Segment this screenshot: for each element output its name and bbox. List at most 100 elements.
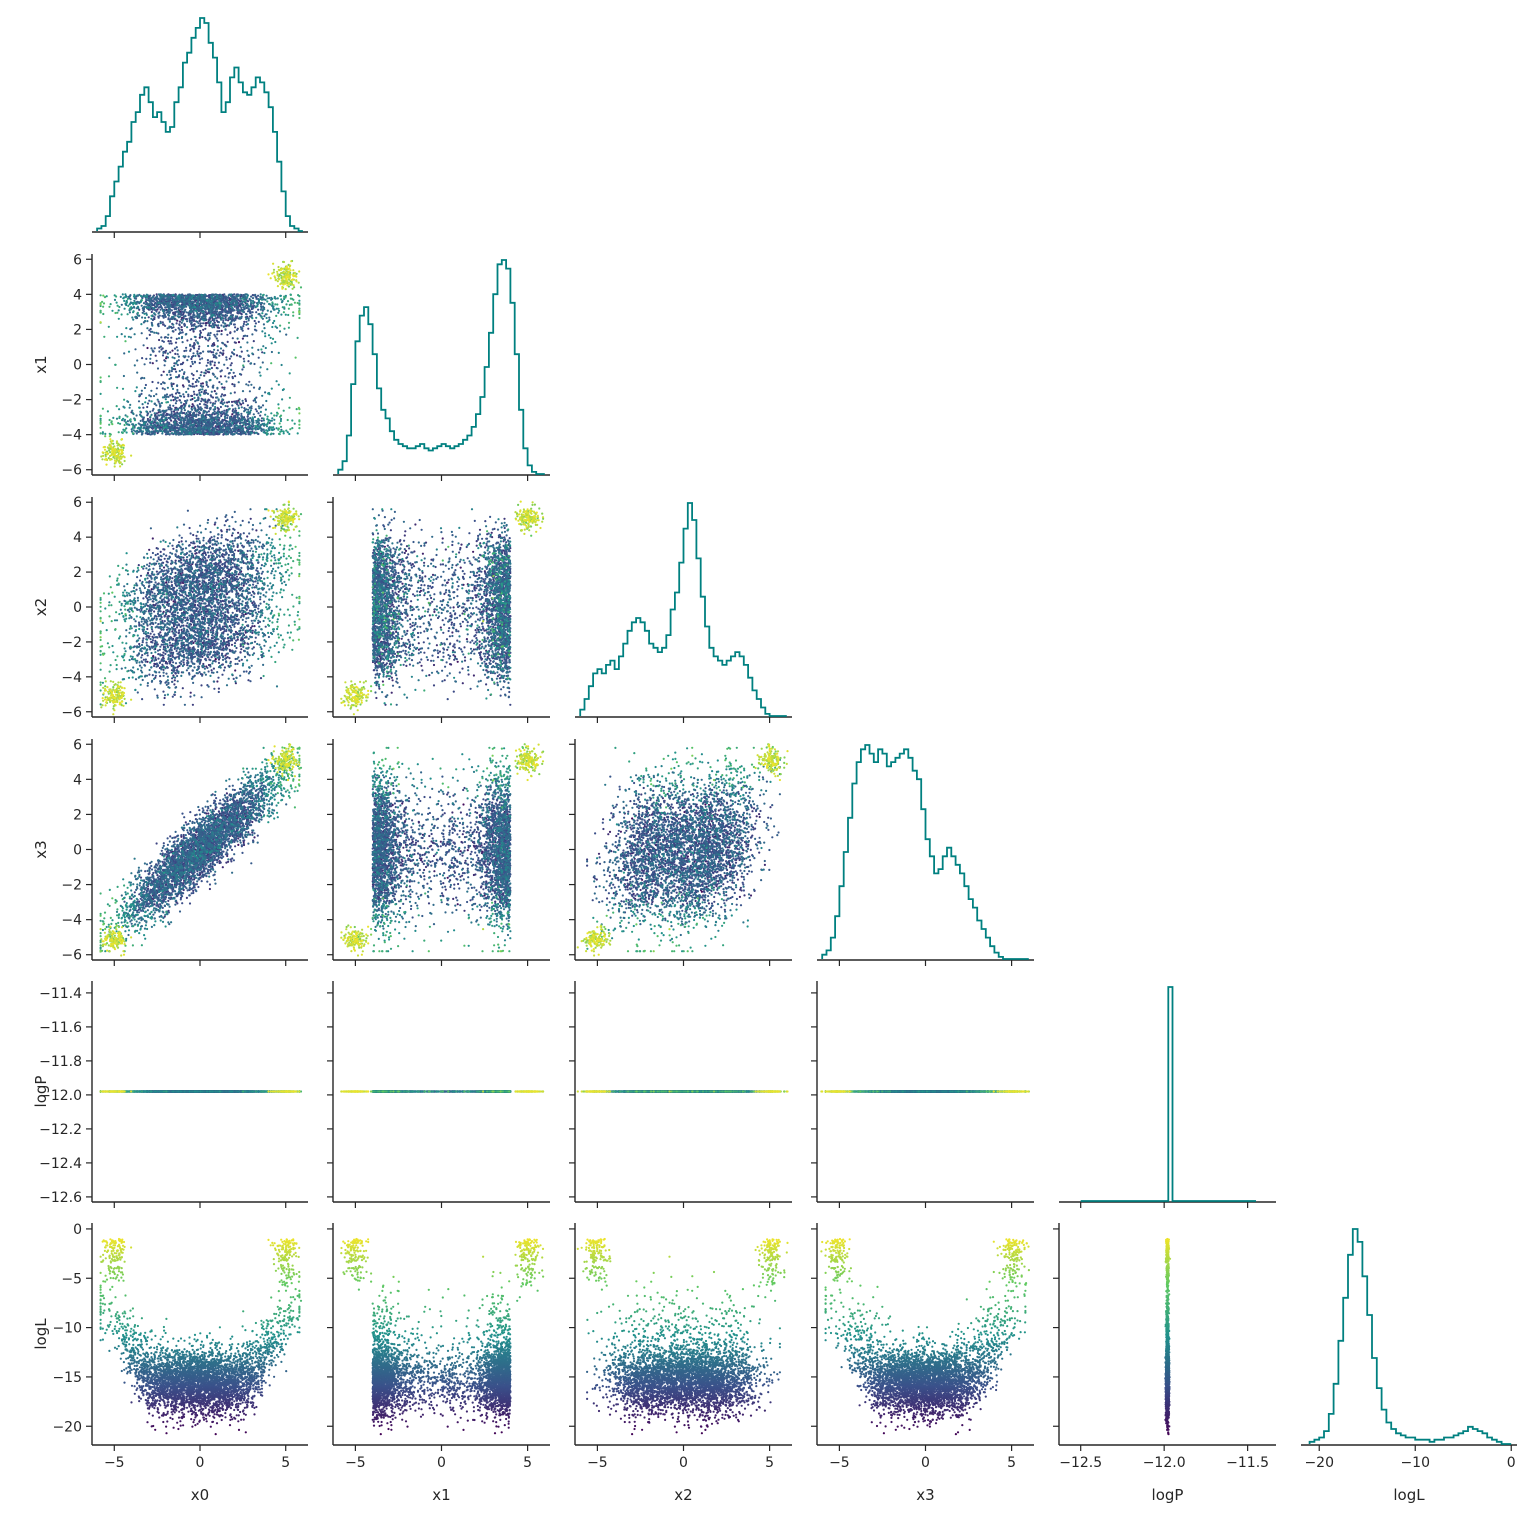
scatter-point [244, 426, 246, 428]
scatter-point [172, 396, 174, 398]
scatter-point [203, 375, 205, 377]
scatter-point [255, 408, 257, 410]
scatter-point [236, 354, 238, 356]
scatter-point [171, 394, 173, 396]
scatter-point [191, 356, 193, 358]
scatter-point [220, 375, 222, 377]
scatter-point [218, 327, 220, 329]
scatter-point [158, 339, 160, 341]
scatter-point [169, 342, 171, 344]
scatter-point [179, 324, 181, 326]
scatter-point [195, 381, 197, 383]
scatter-point [176, 338, 178, 340]
scatter-point [204, 406, 206, 408]
scatter-point [192, 329, 194, 331]
scatter-point [206, 365, 208, 367]
scatter-point [190, 315, 192, 317]
scatter-point [217, 349, 219, 351]
scatter-point [176, 346, 178, 348]
scatter-point [255, 322, 257, 324]
scatter-point [261, 420, 263, 422]
scatter-point [220, 406, 222, 408]
scatter-point [241, 313, 243, 315]
scatter-point [202, 322, 204, 324]
scatter-point [151, 381, 153, 383]
scatter-point [221, 386, 223, 388]
scatter-point [241, 368, 243, 370]
scatter-point [196, 350, 198, 352]
scatter-point [229, 358, 231, 360]
scatter-point [204, 328, 206, 330]
scatter-point [249, 312, 251, 314]
scatter-point [233, 384, 235, 386]
scatter-point [204, 322, 206, 324]
scatter-point [192, 378, 194, 380]
scatter-point [208, 410, 210, 412]
scatter-point [189, 350, 191, 352]
scatter-point [170, 337, 172, 339]
scatter-point [200, 322, 202, 324]
scatter-point [217, 367, 219, 369]
scatter-point [245, 321, 247, 323]
scatter-point [175, 371, 177, 373]
scatter-point [156, 360, 158, 362]
scatter-point [146, 406, 148, 408]
scatter-point [146, 423, 148, 425]
scatter-point [184, 325, 186, 327]
scatter-point [187, 394, 189, 396]
scatter-point [226, 417, 228, 419]
scatter-point [162, 387, 164, 389]
scatter-point [238, 433, 240, 435]
scatter-point [225, 356, 227, 358]
scatter-point [158, 350, 160, 352]
scatter-point [145, 384, 147, 386]
scatter-point [242, 330, 244, 332]
scatter-point [210, 394, 212, 396]
scatter-point [154, 303, 156, 305]
scatter-point [230, 364, 232, 366]
scatter-point [171, 342, 173, 344]
scatter-point [149, 411, 151, 413]
scatter-point [234, 341, 236, 343]
scatter-point [178, 392, 180, 394]
scatter-point [217, 407, 219, 409]
scatter-point [220, 324, 222, 326]
scatter-point [183, 323, 185, 325]
scatter-point [157, 382, 159, 384]
scatter-point [185, 347, 187, 349]
y-tick-label: 4 [73, 287, 82, 303]
scatter-point [247, 328, 249, 330]
scatter-point [148, 316, 150, 318]
scatter-point [191, 395, 193, 397]
scatter-point [199, 319, 201, 321]
scatter-point [193, 393, 195, 395]
scatter-point [193, 319, 195, 321]
scatter-point [227, 367, 229, 369]
scatter-point [211, 367, 213, 369]
scatter-point [163, 341, 165, 343]
scatter-point [182, 331, 184, 333]
scatter-point [191, 373, 193, 375]
scatter-point [175, 342, 177, 344]
scatter-point [258, 321, 260, 323]
scatter-point [193, 347, 195, 349]
scatter-point [205, 369, 207, 371]
scatter-point [158, 401, 160, 403]
scatter-point [179, 399, 181, 401]
scatter-point [162, 354, 164, 356]
scatter-point [227, 405, 229, 407]
scatter-point [176, 322, 178, 324]
scatter-point [163, 371, 165, 373]
scatter-point [199, 330, 201, 332]
scatter-point [201, 398, 203, 400]
scatter-point [246, 335, 248, 337]
scatter-point [199, 362, 201, 364]
scatter-point [193, 391, 195, 393]
scatter-point [261, 351, 263, 353]
scatter-point [181, 363, 183, 365]
scatter-point [234, 391, 236, 393]
scatter-point [242, 402, 244, 404]
scatter-point [150, 347, 152, 349]
scatter-point [226, 334, 228, 336]
